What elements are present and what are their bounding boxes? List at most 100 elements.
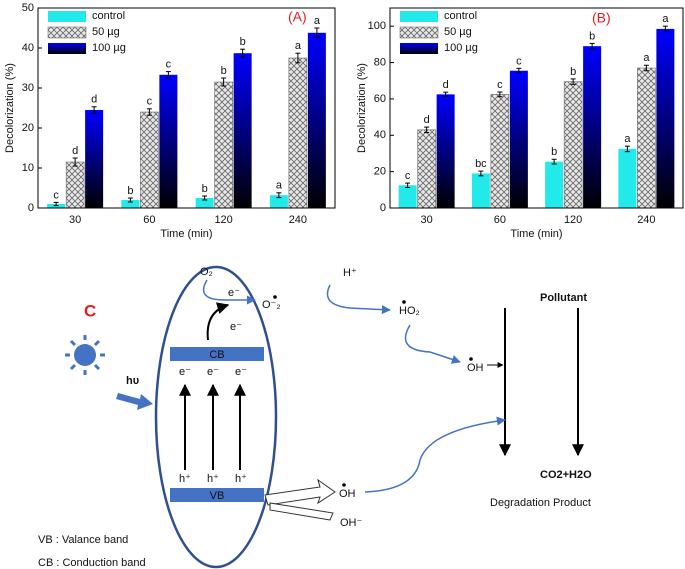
y-tick-label: 80 <box>374 56 386 68</box>
hydroxyl: OH <box>467 362 484 374</box>
x-tick-label: 120 <box>214 214 232 226</box>
significance-label: b <box>570 66 576 78</box>
error-bar <box>424 126 430 134</box>
bar <box>656 28 675 209</box>
diagram: C CB VB e⁻ e⁻ e⁻ h⁺ h⁺ h⁺ e⁻ O₂ e⁻ O⁻₂ H… <box>38 265 592 569</box>
legend-swatch <box>47 26 87 39</box>
vb-label: VB <box>210 490 225 502</box>
significance-label: a <box>624 133 631 145</box>
bar <box>471 173 490 208</box>
legend-swatch <box>399 26 439 39</box>
hydroxyl: OH <box>339 488 356 500</box>
error-bar <box>551 158 557 165</box>
bar <box>65 161 85 209</box>
y-tick-label: 30 <box>22 82 34 94</box>
error-bar <box>91 106 97 114</box>
product: CO2+H2O <box>540 469 592 481</box>
error-bar <box>240 48 246 58</box>
electron: e⁻ <box>235 366 247 378</box>
significance-label: c <box>53 189 59 201</box>
significance-label: b <box>202 183 208 195</box>
significance-label: b <box>127 185 133 197</box>
y-tick-label: 20 <box>22 122 34 134</box>
pollutant: Pollutant <box>540 292 587 304</box>
significance-label: c <box>405 170 411 182</box>
hydroperoxyl: HO₂ <box>399 305 420 317</box>
electron: e⁻ <box>228 287 240 299</box>
legend-swatch <box>48 43 86 54</box>
bar <box>214 81 233 209</box>
significance-label: d <box>424 114 430 126</box>
significance-label: c <box>147 96 153 108</box>
bar <box>618 148 637 208</box>
x-tick-label: 30 <box>421 214 433 226</box>
cb-band <box>170 347 264 361</box>
product-caption: Degradation Product <box>490 497 591 509</box>
panel-label: (B) <box>592 10 611 26</box>
legend-swatch <box>400 43 438 54</box>
y-tick-label: 0 <box>28 202 34 214</box>
arrow <box>202 279 256 305</box>
cb-label: CB <box>209 349 224 361</box>
x-tick-label: 240 <box>289 214 307 226</box>
error-bar <box>570 78 576 85</box>
y-axis-title: Decolorization (%) <box>4 63 16 153</box>
error-bar <box>497 91 503 98</box>
error-bar <box>643 64 649 72</box>
y-tick-label: 60 <box>374 93 386 105</box>
significance-label: a <box>276 180 283 192</box>
bar <box>307 32 326 208</box>
error-bar <box>276 192 282 199</box>
error-bar <box>295 52 301 64</box>
radical-dot <box>342 483 346 487</box>
error-bar <box>165 71 171 79</box>
arrow <box>206 302 230 341</box>
error-bar <box>405 182 411 188</box>
error-bar <box>589 42 595 50</box>
legend-vb: VB : Valance band <box>38 534 128 546</box>
panel-label: C <box>84 301 96 320</box>
legend-label: 100 µg <box>444 42 478 54</box>
significance-label: c <box>516 55 522 67</box>
x-tick-label: 240 <box>637 214 655 226</box>
error-bar <box>624 145 630 153</box>
hole: h⁺ <box>179 473 191 485</box>
bar <box>269 195 288 208</box>
y-axis-title: Decolorization (%) <box>356 63 368 153</box>
y-tick-label: 0 <box>380 202 386 214</box>
significance-label: b <box>240 36 246 48</box>
hollow-arrow <box>269 502 334 521</box>
error-bar <box>478 170 484 177</box>
legend-label: 50 µg <box>92 26 120 38</box>
error-bar <box>662 25 668 33</box>
legend-cb: CB : Conduction band <box>38 557 146 569</box>
significance-label: b <box>589 30 595 42</box>
error-bar <box>516 67 522 74</box>
legend-swatch <box>48 11 86 22</box>
x-axis-title: Time (min) <box>510 228 562 240</box>
x-tick-label: 120 <box>564 214 582 226</box>
bar <box>85 110 104 208</box>
charts: 0 10 20 30 40 50 30 60 120 240 c b b a control d c b a 50 µ… <box>4 2 684 240</box>
bar <box>398 185 417 208</box>
significance-label: bc <box>475 158 487 170</box>
y-tick-label: 20 <box>374 166 386 178</box>
x-tick-label: 60 <box>143 214 155 226</box>
legend-swatch <box>400 11 438 22</box>
bar <box>490 94 510 209</box>
hydroxide: OH⁻ <box>340 517 363 529</box>
hollow-arrow <box>264 478 336 506</box>
plot-frame <box>389 7 684 209</box>
superoxide: O⁻₂ <box>262 299 281 311</box>
y-tick-label: 40 <box>374 129 386 141</box>
legend-label: control <box>92 10 125 22</box>
error-bar <box>53 201 59 207</box>
significance-label: a <box>662 13 669 25</box>
bar <box>583 46 602 208</box>
sun <box>65 335 105 375</box>
oxygen: O₂ <box>200 266 213 278</box>
y-tick-label: 50 <box>22 2 34 14</box>
significance-label: d <box>91 94 97 106</box>
error-bar <box>221 77 227 87</box>
